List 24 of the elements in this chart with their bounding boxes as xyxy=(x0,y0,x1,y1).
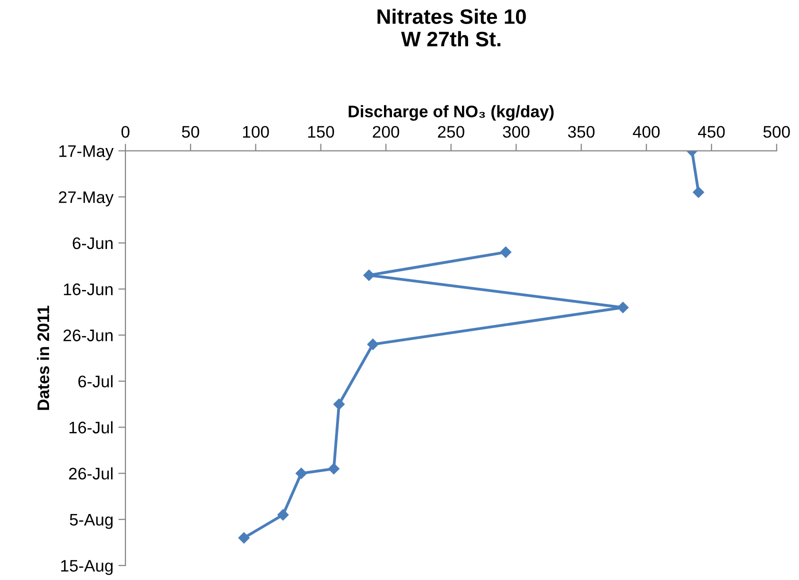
y-tick-label: 16-Jun xyxy=(64,283,113,296)
x-tick-label: 150 xyxy=(308,126,334,138)
y-tick-label: 15-Aug xyxy=(61,560,113,575)
x-tick-label: 450 xyxy=(698,126,725,138)
y-tick-label: 17-May xyxy=(59,145,114,160)
chart-title: Nitrates Site 10 W 27th St. xyxy=(378,8,526,46)
y-tick-label: 5-Aug xyxy=(70,514,113,529)
y-tick-label: 26-Jun xyxy=(64,330,113,342)
x-tick-label: 500 xyxy=(763,126,790,138)
y-tick-label: 16-Jul xyxy=(70,421,113,434)
y-axis-title: Dates in 2011 xyxy=(36,306,50,410)
x-tick-label: 100 xyxy=(243,126,269,138)
x-tick-label: 200 xyxy=(372,126,400,138)
x-tick-label: 350 xyxy=(568,126,595,138)
y-tick-label: 6-Jul xyxy=(78,375,113,388)
y-tick-label: 26-Jul xyxy=(69,467,113,480)
x-tick-label: 0 xyxy=(121,126,130,138)
x-tick-label: 50 xyxy=(182,126,200,138)
y-tick-label: 6-Jun xyxy=(72,237,113,250)
x-tick-label: 300 xyxy=(502,126,530,138)
x-tick-label: 400 xyxy=(632,126,660,138)
x-tick-label: 250 xyxy=(438,126,464,138)
y-tick-label: 27-May xyxy=(58,191,114,206)
x-axis-title: Discharge of NO₃ (kg/day) xyxy=(348,105,554,121)
